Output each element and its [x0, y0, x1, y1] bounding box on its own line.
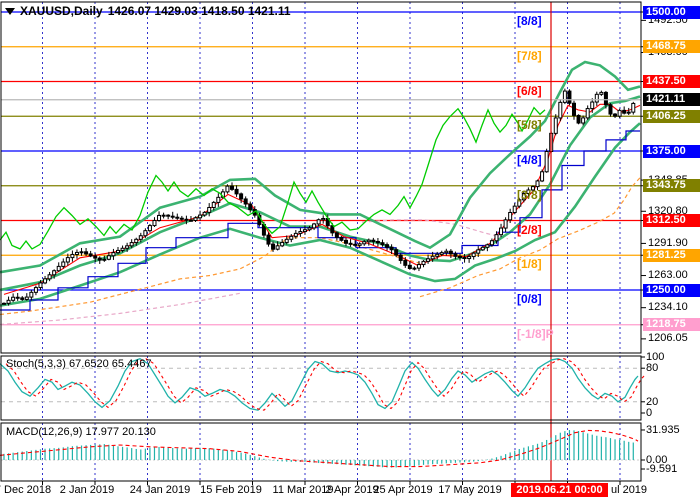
symbol-timeframe-label: XAUUSD,Daily: [20, 4, 103, 18]
murrey-label-28: [2/8]: [517, 222, 542, 237]
stoch-axis-value: 100: [646, 351, 665, 363]
price-level-label: 1312.50: [643, 214, 700, 227]
price-tick-label: 1263.00: [648, 269, 688, 282]
murrey-label-18: [1/8]: [517, 257, 542, 272]
macd-axis-value: 31.935: [646, 423, 680, 436]
price-level-label: 1250.00: [643, 283, 700, 297]
macd-axis-value: 0.00: [646, 454, 668, 466]
stochastic-indicator-label: Stoch(5,3,3) 67.6520 65.4467: [6, 358, 152, 370]
chart-title-bar: XAUUSD,Daily 1426.07 1429.03 1418.50 142…: [5, 4, 291, 18]
price-tick-label: 1206.05: [648, 332, 688, 345]
price-level-label: 1500.00: [643, 5, 700, 19]
date-label: 7 Dec 2018: [0, 484, 52, 496]
price-level-label: 1406.25: [643, 109, 700, 123]
murrey-label-48: [4/8]: [517, 153, 542, 167]
murrey-label-78: [7/8]: [517, 48, 542, 63]
date-label: 2 Apr 2019: [325, 484, 379, 496]
stoch-axis-value: 0: [646, 407, 653, 419]
price-level-label: 1218.75: [643, 318, 700, 332]
date-label: 2 Jan 2019: [59, 484, 115, 496]
date-label: 15 Feb 2019: [200, 484, 262, 496]
murrey-label--18P: [-1/8]P: [517, 326, 554, 341]
murrey-label-58: [5/8]: [517, 118, 542, 133]
symbol-dropdown-icon[interactable]: [5, 7, 15, 15]
date-label: ul 2019: [610, 484, 648, 496]
murrey-label-38: [3/8]: [517, 187, 542, 202]
price-level-label: 1375.00: [643, 144, 700, 158]
stoch-axis-value: 20: [646, 395, 659, 408]
price-tick-label: 1291.90: [648, 236, 688, 249]
price-level-label: 1437.50: [643, 75, 700, 88]
macd-indicator-label: MACD(12,26,9) 17.977 20.130: [6, 426, 156, 438]
murrey-label-08: [0/8]: [517, 292, 542, 306]
stoch-axis-value: 80: [646, 362, 659, 375]
event-date-label: 2019.06.21 00:00: [511, 483, 608, 497]
date-label: 17 May 2019: [438, 484, 502, 496]
price-tick-label: 1320.80: [648, 204, 688, 217]
price-level-label: 1281.25: [643, 248, 700, 262]
murrey-label-68: [6/8]: [517, 83, 542, 98]
date-label: 24 Jan 2019: [129, 484, 191, 496]
date-label: 11 Mar 2019: [272, 484, 334, 496]
murrey-label-88: [8/8]: [517, 14, 542, 28]
ohlc-values: 1426.07 1429.03 1418.50 1421.11: [107, 4, 291, 18]
current-price-label: 1421.11: [643, 93, 700, 107]
date-label: 25 Apr 2019: [373, 484, 433, 496]
price-level-label: 1343.75: [643, 179, 700, 193]
price-tick-label: 1234.10: [648, 301, 688, 314]
price-level-label: 1468.75: [643, 40, 700, 54]
macd-axis-value: -9.591: [646, 463, 678, 475]
